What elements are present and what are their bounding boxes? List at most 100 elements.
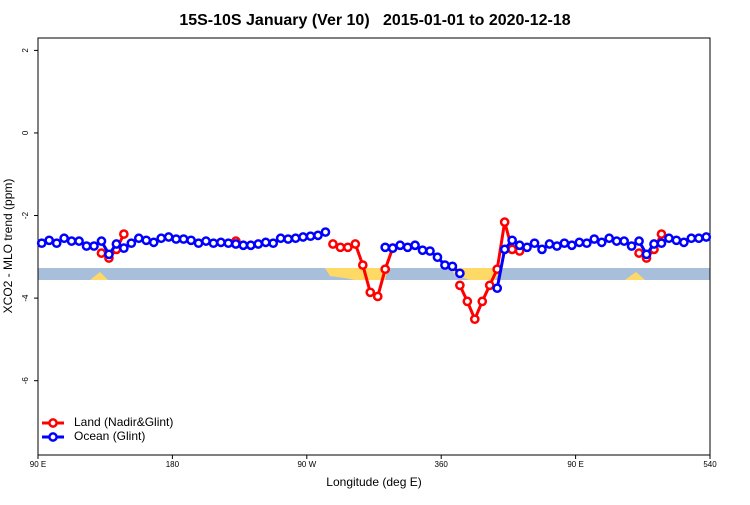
point [126, 238, 137, 249]
legend-label: Land (Nadir&Glint) [74, 415, 173, 429]
point [664, 233, 674, 244]
legend-marker [48, 432, 58, 442]
point [559, 238, 570, 249]
point [507, 235, 517, 246]
point [283, 234, 293, 244]
point [245, 240, 256, 251]
point [656, 229, 667, 239]
point [477, 296, 488, 307]
point [380, 242, 391, 253]
point [410, 240, 420, 251]
point [417, 245, 428, 256]
point [74, 236, 84, 246]
point [365, 287, 376, 298]
point [544, 239, 555, 249]
x-tick-label: 180 [166, 460, 180, 469]
y-tick-label: 2 [21, 48, 30, 53]
point [589, 234, 600, 244]
point [253, 239, 264, 249]
point [231, 239, 241, 249]
point [133, 233, 144, 244]
point [216, 237, 226, 248]
chart-title: 15S-10S January (Ver 10) 2015-01-01 to 2… [179, 12, 570, 29]
point [649, 239, 659, 249]
point [148, 237, 159, 248]
point [380, 264, 391, 275]
land-band [625, 272, 645, 280]
legend-marker [48, 418, 58, 428]
point [686, 233, 697, 244]
point [596, 237, 607, 248]
point [522, 242, 532, 253]
point [201, 236, 211, 246]
point [328, 239, 338, 249]
point [499, 217, 510, 227]
point [567, 240, 577, 251]
point [357, 260, 368, 270]
point [343, 242, 353, 253]
land-band [90, 272, 108, 280]
point [59, 233, 69, 244]
point [163, 232, 174, 242]
point [208, 238, 219, 249]
point [96, 236, 107, 246]
point [484, 280, 495, 291]
point [372, 291, 383, 302]
x-tick-label: 90 W [297, 460, 316, 469]
point [156, 233, 167, 244]
x-tick-label: 90 E [567, 460, 583, 469]
land-band [325, 268, 388, 280]
point [313, 230, 323, 241]
point [178, 234, 189, 244]
point [223, 238, 234, 249]
point [626, 241, 637, 251]
point [499, 244, 510, 255]
point [104, 249, 114, 260]
point [320, 227, 331, 237]
point [402, 242, 413, 253]
point [432, 252, 443, 263]
point [425, 246, 435, 256]
x-tick-label: 90 E [30, 460, 46, 469]
point [119, 243, 129, 254]
point [51, 238, 62, 249]
point [141, 235, 152, 246]
point [298, 232, 308, 242]
point [290, 233, 301, 244]
point [529, 238, 540, 249]
point [537, 244, 547, 255]
point [574, 237, 585, 248]
y-tick-label: -2 [21, 211, 30, 219]
point [395, 240, 405, 251]
point [36, 238, 47, 249]
point [462, 296, 473, 307]
point [387, 243, 398, 254]
point [581, 238, 592, 249]
point [469, 314, 480, 325]
point [619, 236, 629, 246]
point [305, 231, 316, 242]
point [260, 237, 271, 248]
point [171, 234, 181, 244]
point [671, 235, 682, 246]
point [44, 235, 55, 246]
point [634, 248, 644, 258]
point [455, 268, 465, 279]
point [238, 240, 249, 251]
point [604, 233, 615, 244]
point [492, 283, 503, 294]
point [66, 236, 77, 246]
point [89, 241, 99, 251]
plot-frame [37, 37, 711, 456]
point [447, 261, 458, 272]
x-tick-label: 360 [435, 460, 449, 469]
point [656, 238, 667, 249]
point [679, 237, 689, 248]
point [96, 248, 107, 258]
point [507, 244, 517, 255]
x-tick-label: 540 [703, 460, 717, 469]
point [335, 242, 346, 253]
x-axis-label: Longitude (deg E) [326, 475, 421, 489]
point [634, 236, 644, 246]
point [193, 238, 204, 249]
